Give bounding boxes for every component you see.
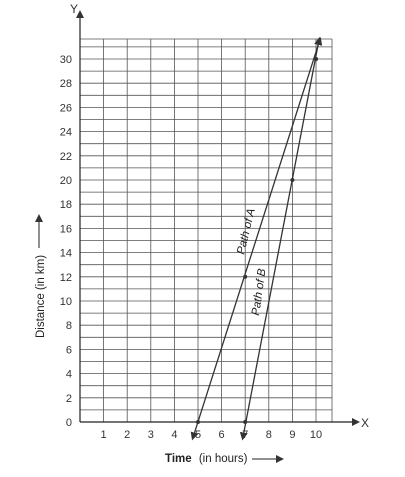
series-lines bbox=[190, 36, 323, 441]
y-tick-label: 4 bbox=[66, 369, 72, 381]
x-tick-label: 2 bbox=[124, 429, 130, 441]
x-tick-label: 10 bbox=[310, 429, 322, 441]
x-tick-label: 4 bbox=[171, 429, 177, 441]
x-tick-label: 5 bbox=[195, 429, 201, 441]
y-tick-label: 16 bbox=[60, 223, 72, 235]
y-tick-label: 18 bbox=[60, 199, 72, 211]
x-axis-title-rest: (in hours) bbox=[199, 453, 248, 465]
data-point-path-of-b bbox=[314, 57, 318, 61]
y-tick-label: 26 bbox=[60, 102, 72, 114]
data-point-path-of-a bbox=[196, 420, 200, 424]
y-tick-label: 2 bbox=[66, 393, 72, 405]
y-axis-title-text: Distance (in km) bbox=[35, 255, 47, 338]
y-tick-label: 6 bbox=[66, 344, 72, 356]
x-tick-label: 8 bbox=[266, 429, 272, 441]
y-tick-label: 12 bbox=[60, 272, 72, 284]
y-tick-label: 24 bbox=[60, 127, 72, 139]
data-point-path-of-a bbox=[243, 274, 248, 279]
y-tick-label: 20 bbox=[60, 175, 72, 187]
series-line-path-of-b bbox=[239, 36, 323, 441]
series-label-path-of-b: Path of B bbox=[250, 268, 269, 317]
data-point-path-of-b bbox=[290, 178, 295, 182]
y-tick-label: 28 bbox=[60, 78, 72, 90]
series-line-path-of-a bbox=[190, 37, 323, 441]
y-axis-letter: Y bbox=[70, 2, 78, 16]
y-tick-label: 8 bbox=[66, 320, 72, 332]
x-axis-title: Time (in hours) bbox=[165, 453, 284, 465]
x-axis-title-bold: Time bbox=[165, 453, 192, 465]
series-label-path-of-a: Path of A bbox=[235, 207, 258, 256]
x-tick-label: 9 bbox=[289, 429, 295, 441]
data-point-path-of-b bbox=[243, 420, 248, 424]
y-tick-label: 0 bbox=[66, 417, 72, 429]
y-tick-label: 30 bbox=[60, 54, 72, 66]
x-axis-letter: X bbox=[361, 416, 369, 430]
grid bbox=[80, 38, 333, 422]
x-tick-label: 6 bbox=[219, 429, 225, 441]
x-tick-label: 1 bbox=[101, 429, 107, 441]
y-tick-label: 22 bbox=[60, 151, 72, 163]
y-tick-label: 10 bbox=[60, 296, 72, 308]
y-axis-title: Distance (in km) bbox=[35, 214, 47, 338]
data-points bbox=[196, 57, 318, 424]
y-tick-label: 14 bbox=[60, 248, 72, 260]
x-axis-title-text: Time (in hours) bbox=[165, 453, 248, 465]
x-tick-labels: 1 2 3 4 5 6 7 8 9 10 bbox=[101, 429, 323, 441]
x-tick-label: 3 bbox=[148, 429, 154, 441]
